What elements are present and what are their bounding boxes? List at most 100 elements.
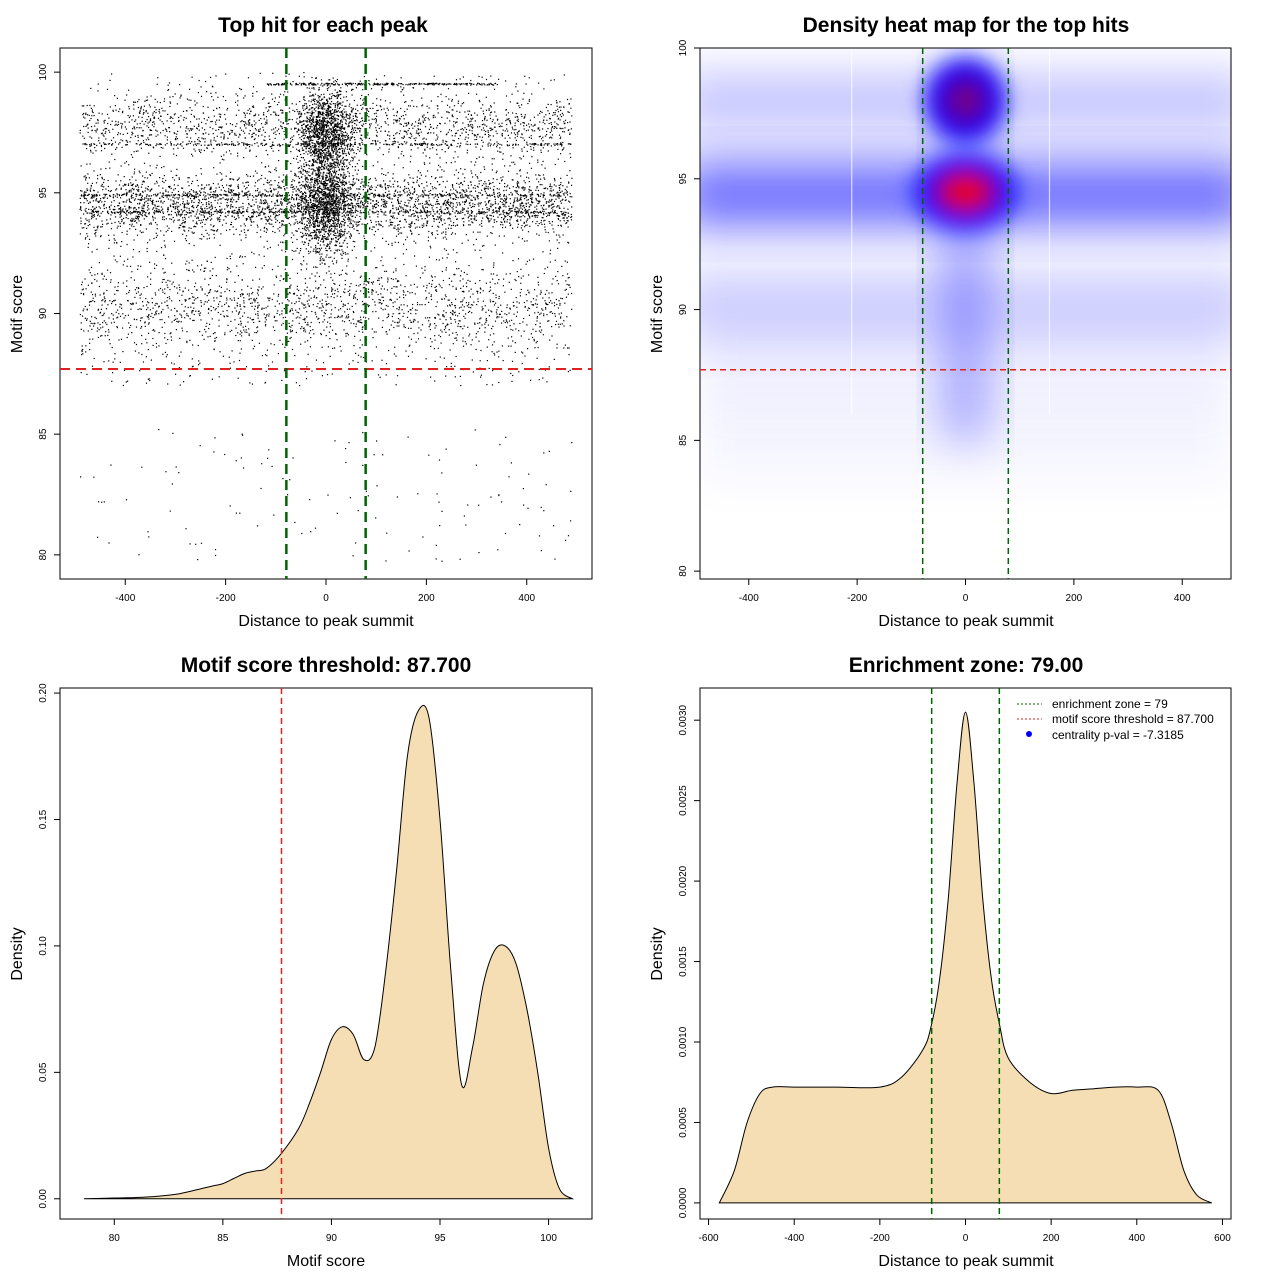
scatter-point — [536, 320, 538, 322]
scatter-point — [550, 199, 553, 201]
scatter-point — [480, 222, 483, 224]
scatter-point — [489, 194, 491, 196]
scatter-point — [538, 234, 540, 236]
scatter-point — [180, 94, 182, 96]
scatter-point — [380, 106, 382, 108]
scatter-point — [478, 100, 480, 102]
scatter-point — [429, 193, 431, 195]
scatter-point — [347, 145, 349, 147]
scatter-point — [137, 150, 139, 152]
scatter-point — [115, 311, 117, 313]
scatter-point — [550, 136, 552, 138]
scatter-point — [332, 204, 334, 207]
scatter-point — [295, 250, 297, 252]
scatter-point — [459, 196, 462, 198]
scatter-point — [83, 125, 85, 128]
scatter-point — [476, 304, 478, 306]
scatter-point — [300, 236, 302, 238]
scatter-point — [547, 214, 549, 216]
scatter-point — [484, 188, 486, 191]
scatter-point — [160, 230, 162, 232]
scatter-point — [142, 301, 144, 303]
scatter-point — [492, 292, 494, 294]
scatter-point — [533, 340, 535, 342]
scatter-point — [83, 192, 85, 194]
scatter-point — [88, 221, 90, 223]
scatter-point — [492, 135, 494, 137]
scatter-point — [182, 290, 184, 292]
scatter-point — [485, 282, 487, 284]
scatter-point — [415, 207, 417, 209]
scatter-point — [226, 288, 228, 290]
scatter-point — [205, 219, 207, 221]
scatter-point — [291, 329, 293, 332]
scatter-point — [540, 312, 542, 314]
scatter-point — [97, 200, 99, 202]
scatter-point — [131, 185, 133, 187]
scatter-point — [189, 197, 192, 200]
scatter-point — [299, 385, 301, 387]
scatter-point — [471, 215, 473, 217]
scatter-point — [283, 370, 286, 372]
scatter-point — [163, 272, 165, 274]
scatter-point — [335, 262, 338, 264]
scatter-point — [504, 182, 506, 185]
scatter-point — [242, 315, 244, 317]
scatter-point — [80, 206, 82, 208]
scatter-point — [162, 192, 164, 194]
scatter-point — [377, 184, 379, 186]
scatter-point — [529, 162, 531, 164]
scatter-point — [125, 161, 128, 163]
scatter-point — [258, 179, 260, 181]
scatter-point — [381, 359, 383, 361]
scatter-point — [449, 305, 451, 307]
scatter-point — [297, 222, 299, 225]
scatter-point — [134, 168, 136, 170]
scatter-point — [483, 129, 485, 131]
scatter-point — [151, 297, 153, 299]
scatter-point — [562, 114, 564, 116]
scatter-point — [368, 318, 370, 320]
scatter-point — [557, 224, 559, 227]
scatter-point — [126, 243, 128, 246]
scatter-point — [387, 305, 389, 307]
scatter-point — [454, 225, 456, 227]
scatter-point — [324, 161, 326, 163]
scatter-point — [257, 326, 259, 328]
scatter-point — [466, 286, 468, 288]
scatter-point — [562, 127, 564, 130]
scatter-point — [179, 126, 182, 128]
scatter-point — [281, 194, 283, 196]
scatter-point — [281, 379, 283, 381]
scatter-point — [174, 208, 176, 210]
scatter-point — [172, 177, 174, 179]
scatter-point — [279, 211, 281, 213]
scatter-point — [460, 168, 462, 170]
scatter-point — [264, 213, 266, 215]
scatter-point — [279, 222, 281, 224]
scatter-point — [558, 117, 560, 119]
scatter-point — [193, 195, 195, 197]
scatter-point — [391, 287, 393, 289]
scatter-point — [266, 207, 269, 209]
scatter-point — [203, 338, 205, 340]
scatter-point — [374, 301, 376, 303]
scatter-point — [524, 182, 526, 184]
scatter-point — [488, 315, 490, 317]
scatter-point — [486, 320, 488, 322]
scatter-point — [309, 187, 311, 190]
scatter-point — [320, 208, 322, 210]
scatter-point — [300, 139, 302, 141]
scatter-point — [368, 188, 371, 190]
scatter-point — [209, 219, 212, 221]
scatter-point — [406, 316, 409, 318]
scatter-point — [360, 200, 362, 202]
scatter-point — [179, 300, 181, 302]
scatter-point — [174, 315, 176, 317]
scatter-point — [511, 210, 513, 212]
scatter-point — [200, 207, 202, 209]
scatter-point — [121, 218, 123, 221]
scatter-point — [218, 319, 220, 321]
scatter-point — [522, 352, 524, 354]
scatter-point — [400, 304, 402, 306]
